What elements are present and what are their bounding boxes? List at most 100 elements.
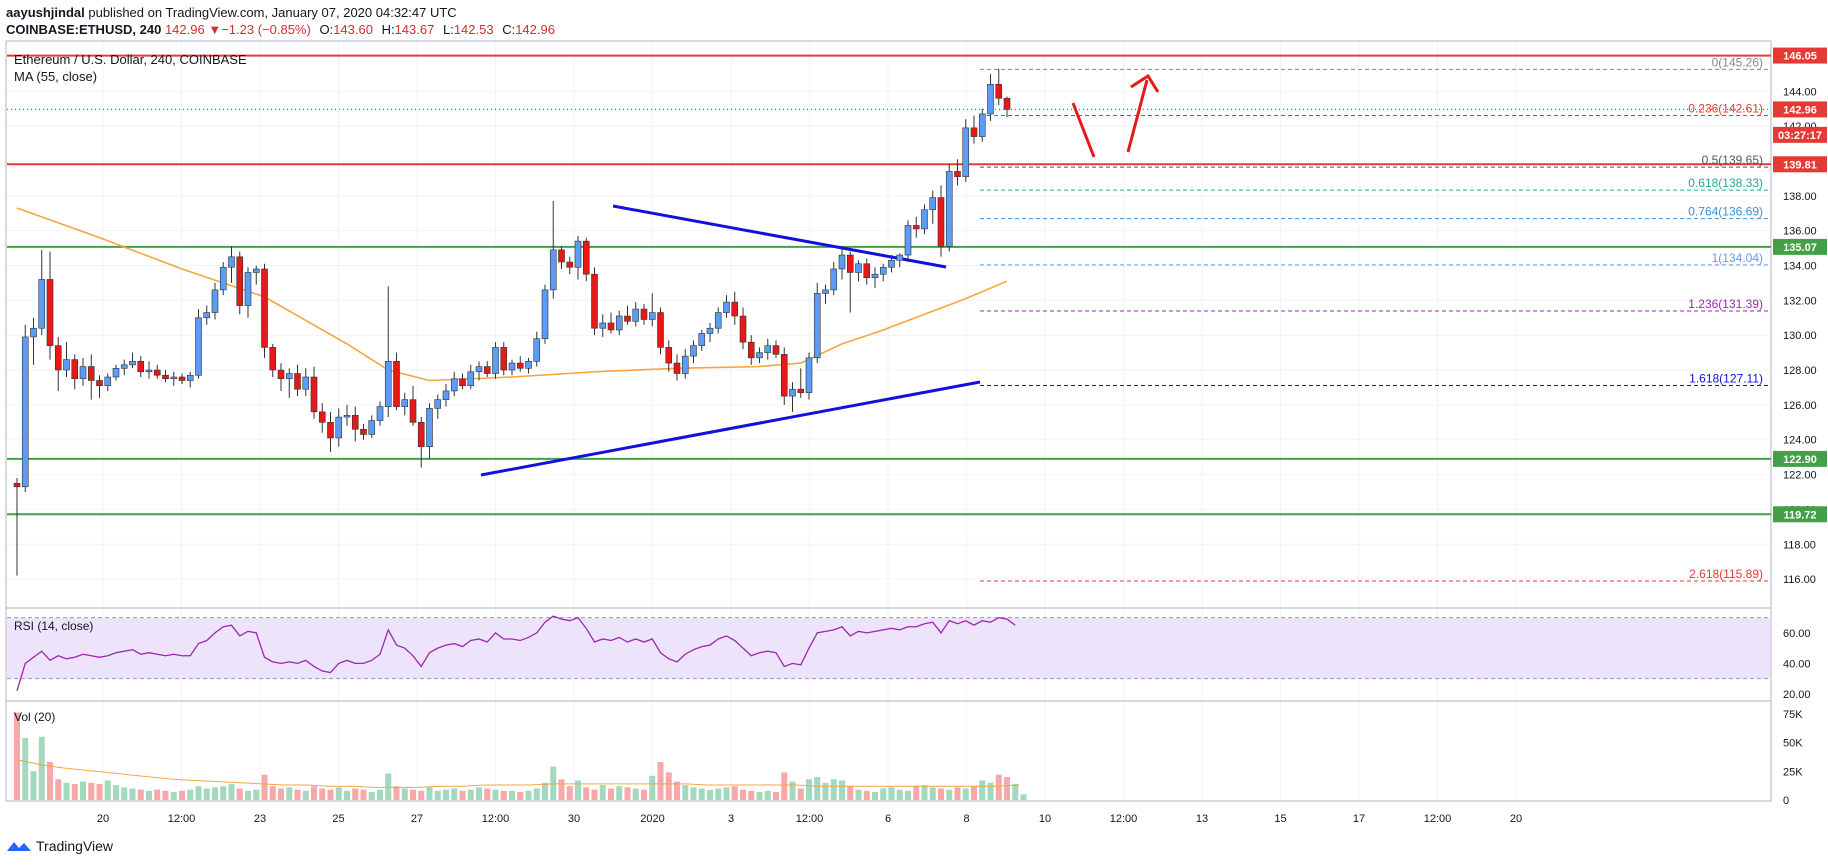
volume-bar: [443, 789, 449, 800]
volume-bar: [484, 788, 491, 800]
volume-bar: [500, 790, 507, 800]
candle-up: [368, 420, 376, 435]
upper-trendline[interactable]: [612, 204, 947, 269]
candle-up: [904, 225, 912, 256]
price-label-box: [1773, 506, 1827, 523]
candle-up: [112, 367, 120, 378]
candle-down: [153, 369, 161, 376]
volume-bar: [764, 790, 771, 800]
legend-vol: Vol (20): [14, 710, 55, 724]
volume-bar: [905, 790, 911, 800]
volume-bar: [269, 786, 276, 800]
open-label: O:: [319, 22, 334, 37]
volume-bar: [451, 788, 458, 800]
candle-up: [244, 272, 252, 306]
price-tick-label: 134.00: [1783, 261, 1817, 273]
candle-up: [252, 268, 260, 273]
candle-down: [582, 240, 590, 275]
open-value: 143.60: [333, 22, 373, 37]
volume-bar: [22, 737, 29, 800]
volume-bar: [773, 791, 779, 800]
vol-tick-label: 75K: [1783, 709, 1803, 721]
volume-bar: [228, 783, 235, 800]
candle-up: [343, 415, 351, 418]
candle-down: [46, 279, 54, 346]
volume-bar: [987, 782, 994, 800]
candle-up: [376, 406, 384, 421]
candle-up: [228, 256, 235, 268]
price-label-text: 122.90: [1783, 454, 1817, 466]
fib-level-label: 0.236(142.61): [1688, 102, 1763, 116]
trendlines: [480, 204, 981, 477]
volume-bar: [1004, 777, 1010, 800]
volume-bar: [806, 779, 812, 800]
volume-bar: [558, 779, 565, 800]
candle-down: [846, 254, 854, 273]
volume-bar: [863, 790, 870, 800]
volume-bar: [542, 782, 548, 800]
volume-bar: [360, 789, 367, 800]
chart-header: aayushjindal published on TradingView.co…: [6, 4, 555, 38]
volume-bar: [71, 783, 78, 800]
candle-up: [896, 254, 904, 261]
price-tick-label: 122.00: [1783, 470, 1817, 482]
candle-up: [120, 364, 128, 369]
volume-bar: [954, 787, 961, 800]
candle-up: [219, 266, 227, 291]
rsi-line: [16, 615, 1016, 692]
volume-bar: [649, 775, 656, 800]
footer-brand[interactable]: TradingView: [36, 838, 114, 854]
legend-ma: MA (55, close): [14, 69, 97, 84]
time-tick-label: 10: [1039, 813, 1051, 825]
volume-bar: [979, 780, 986, 800]
candle-up: [822, 289, 829, 294]
volume-bar: [96, 783, 103, 800]
volume-bar: [47, 762, 53, 800]
candle-down: [294, 373, 301, 390]
volume-bar: [146, 790, 152, 800]
author-name[interactable]: aayushjindal: [6, 5, 85, 20]
volume-bar: [467, 789, 474, 800]
candle-up: [855, 263, 862, 273]
lower-trendline[interactable]: [480, 380, 981, 477]
volume-bar: [286, 787, 293, 800]
ohlc-line: COINBASE:ETHUSD, 240 142.96 ▼−1.23 (−0.8…: [6, 21, 555, 38]
candle-up: [574, 240, 582, 268]
candle-down: [13, 482, 21, 488]
candle-down: [137, 361, 145, 373]
fib-level-label: 1(134.04): [1712, 251, 1763, 265]
candle-down: [607, 322, 615, 331]
time-tick-label: 2020: [640, 813, 664, 825]
volume-bar: [682, 785, 689, 800]
time-tick-label: 3: [728, 813, 734, 825]
candle-down: [269, 347, 277, 371]
volume-bar: [88, 782, 95, 800]
candle-up: [335, 416, 343, 439]
volume-bar: [822, 782, 829, 800]
price-chart[interactable]: 0(145.26) 0.236(142.61) 0.5(139.65) 0.618(1…: [0, 0, 1828, 836]
fib-level-label: 1.236(131.39): [1688, 297, 1763, 311]
volume-bar: [245, 790, 251, 800]
candle-up: [508, 362, 516, 371]
candle-down: [516, 362, 524, 369]
volume-bar: [434, 790, 441, 800]
candle-up: [888, 259, 895, 268]
symbol-label: COINBASE:ETHUSD, 240: [6, 22, 162, 37]
volume-bar: [921, 785, 928, 800]
volume-bar: [154, 789, 161, 800]
legend-title: Ethereum / U.S. Dollar, 240, COINBASE: [14, 52, 247, 67]
volume-bar: [575, 780, 581, 800]
vol-tick-label: 50K: [1783, 738, 1803, 750]
candle-down: [417, 422, 425, 447]
candle-up: [756, 352, 763, 359]
volume-bar: [781, 772, 788, 800]
candle-down: [459, 378, 466, 387]
candle-up: [30, 327, 37, 338]
time-tick-label: 12:00: [1424, 813, 1452, 825]
vol-tick-label: 25K: [1783, 766, 1803, 778]
volume-bar: [278, 788, 284, 800]
volume-bar: [121, 787, 128, 800]
candle-up: [805, 357, 813, 393]
volume-bar: [847, 786, 854, 800]
candle-down: [640, 308, 648, 320]
